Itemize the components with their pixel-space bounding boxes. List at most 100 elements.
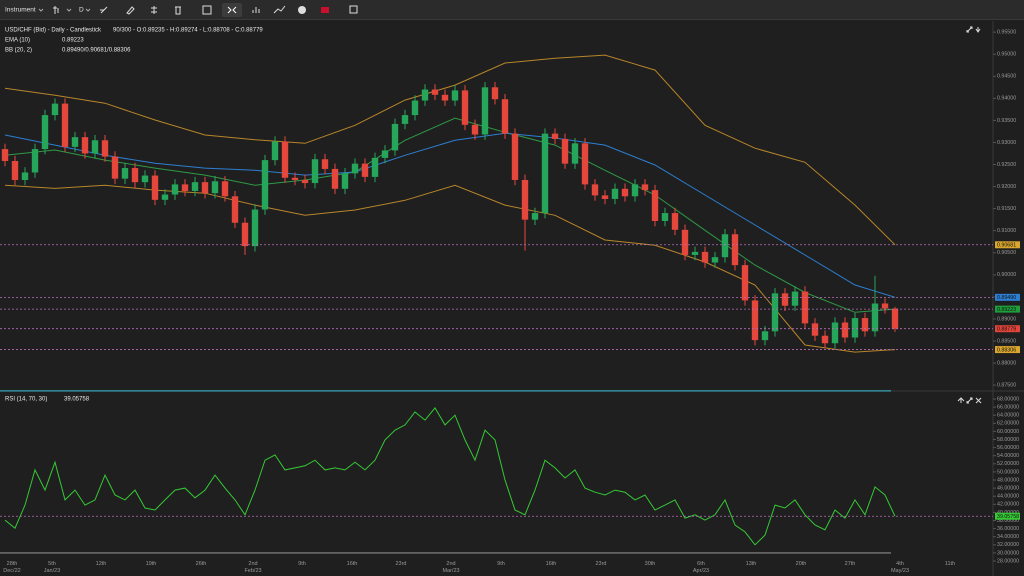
candle-body <box>221 181 229 197</box>
x-tick-label: 23rd <box>595 561 607 567</box>
dropdown-arrow[interactable] <box>38 8 44 12</box>
y-tick-label: 64.00000 <box>997 413 1019 419</box>
candle-body <box>161 194 169 200</box>
candle-body <box>361 163 369 177</box>
expand-icon[interactable] <box>966 26 973 33</box>
y-tick-label: 48.00000 <box>997 477 1019 483</box>
candle-body <box>611 188 619 199</box>
y-tick-label: 0.88000 <box>997 360 1016 366</box>
chart-readout: 39.05758 <box>64 397 90 403</box>
y-tick-label: 0.93000 <box>997 140 1016 146</box>
indicator-name: EMA (10) <box>5 38 30 44</box>
indicator-icon[interactable] <box>151 6 157 14</box>
candle-body <box>881 303 889 309</box>
x-tick-label: 13th <box>745 561 757 567</box>
rsi-line <box>4 407 896 546</box>
x-tick-label: 4th May/23 <box>890 561 910 574</box>
price-tag-label: 0.88779 <box>997 326 1016 332</box>
candle-body <box>261 160 269 210</box>
candle-body <box>121 168 129 179</box>
dropdown-arrow <box>66 8 72 12</box>
x-tick-label: 2nd Feb/23 <box>244 561 262 574</box>
y-tick-label: 58.00000 <box>997 437 1019 443</box>
instrument-menu[interactable]: Instrument <box>5 7 36 14</box>
candle-body <box>801 291 809 324</box>
y-tick-label: 66.00000 <box>997 404 1019 410</box>
y-tick-label: 0.93500 <box>997 118 1016 124</box>
candle-body <box>271 141 279 161</box>
close-icon[interactable] <box>975 397 982 404</box>
x-tick-label: 12th <box>95 561 107 567</box>
candle-body <box>831 322 839 344</box>
candle-body <box>761 331 769 341</box>
candle-body <box>681 229 689 255</box>
candle-body <box>81 137 89 154</box>
candle-body <box>641 184 649 191</box>
candle-body <box>851 318 859 338</box>
candle-body <box>251 209 259 247</box>
y-tick-label: 0.90000 <box>997 272 1016 278</box>
candle-body <box>351 163 359 174</box>
y-tick-label: 62.00000 <box>997 421 1019 427</box>
fit-icon[interactable] <box>227 6 237 14</box>
pen-icon[interactable] <box>126 6 135 15</box>
y-tick-label: 54.00000 <box>997 453 1019 459</box>
y-tick-label: 28.00000 <box>997 558 1019 564</box>
panel-icons[interactable] <box>957 26 982 404</box>
x-tick-label: 9th <box>298 561 306 567</box>
candle-body <box>111 156 119 179</box>
candle-body <box>731 234 739 266</box>
candle-body <box>321 159 329 169</box>
candle-body <box>141 175 149 183</box>
y-tick-label: 56.00000 <box>997 445 1019 451</box>
chart-title: USD/CHF (Bid) - Daily - Candlestick <box>5 28 102 34</box>
template-icon[interactable] <box>202 5 212 15</box>
candle-body <box>211 181 219 194</box>
chart-type-icon[interactable] <box>53 6 59 14</box>
y-tick-label: 68.00000 <box>997 396 1019 402</box>
candle-body <box>471 124 479 135</box>
x-tick-label: 9th <box>497 561 505 567</box>
candle-body <box>391 123 399 151</box>
x-tick-label: 20th <box>795 561 807 567</box>
theme-icon[interactable] <box>298 6 306 14</box>
price-tag <box>995 305 1020 313</box>
window-icon[interactable] <box>349 5 358 14</box>
candle-body <box>31 149 39 173</box>
move-up-icon[interactable] <box>957 397 965 403</box>
candle-body <box>381 150 389 158</box>
candle-body <box>671 213 679 230</box>
active-button[interactable] <box>222 3 242 17</box>
candle-body <box>191 182 199 191</box>
trend-icon[interactable] <box>273 5 286 14</box>
delete-icon[interactable] <box>175 6 181 15</box>
y-tick-label: 60.00000 <box>997 429 1019 435</box>
candle-body <box>531 213 539 220</box>
y-tick-label: 0.95000 <box>997 52 1016 58</box>
draw-line-icon[interactable] <box>100 6 108 14</box>
candle-body <box>171 184 179 195</box>
candle-body <box>691 251 699 255</box>
y-tick-label: 42.00000 <box>997 502 1019 508</box>
period-menu[interactable]: D <box>79 7 84 14</box>
y-tick-label: 0.92000 <box>997 184 1016 190</box>
candle-body <box>871 303 879 332</box>
price-tag <box>995 512 1020 520</box>
candle-body <box>711 257 719 263</box>
price-tag-label: 0.89490 <box>997 295 1016 301</box>
candle-body <box>451 90 459 101</box>
candle-body <box>721 234 729 258</box>
x-tick-label: 26th <box>195 561 207 567</box>
y-tick-label: 30.00000 <box>997 550 1019 556</box>
volume-icon[interactable] <box>252 7 260 13</box>
candle-body <box>331 168 339 189</box>
candle-body <box>431 89 439 95</box>
price-tag-label: 0.90681 <box>997 242 1016 248</box>
candle-body <box>701 251 709 263</box>
y-tick-label: 0.91000 <box>997 228 1016 234</box>
y-tick-label: 0.87500 <box>997 383 1016 389</box>
download-icon[interactable] <box>975 27 981 33</box>
y-tick-label: 36.00000 <box>997 526 1019 532</box>
language-flag[interactable] <box>321 7 329 13</box>
expand-icon[interactable] <box>966 397 973 404</box>
